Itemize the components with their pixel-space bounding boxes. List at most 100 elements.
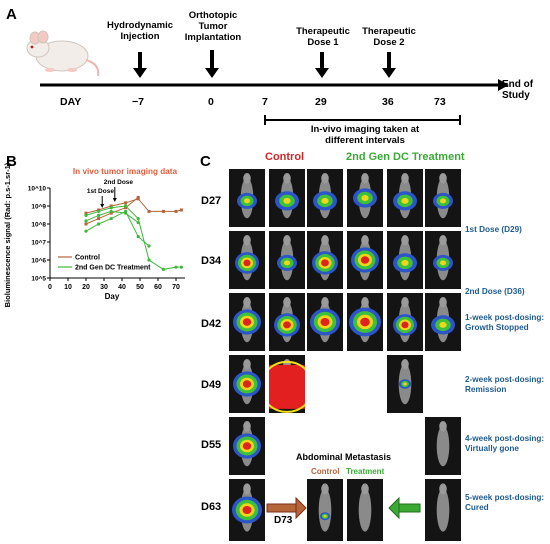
data-point bbox=[174, 265, 178, 269]
series-line bbox=[85, 210, 150, 247]
x-tick-label: 40 bbox=[118, 284, 126, 291]
data-point bbox=[109, 204, 113, 208]
panel-c-letter: C bbox=[200, 153, 211, 170]
data-point bbox=[147, 209, 151, 213]
mouse-imaging-thumbnail bbox=[306, 168, 344, 228]
mouse-silhouette-icon bbox=[433, 173, 453, 219]
mouse-silhouette-icon bbox=[398, 359, 412, 405]
chart-ylabel: Bioluminescence signal (Rad: p.s-1.sr-1) bbox=[3, 162, 12, 307]
event-label: Hydrodynamic Injection bbox=[107, 20, 173, 42]
mouse-imaging-thumbnail bbox=[268, 168, 306, 228]
mouse-silhouette-icon bbox=[433, 235, 453, 281]
data-point bbox=[97, 209, 101, 214]
data-point bbox=[84, 213, 88, 218]
chart-title: In vivo tumor imaging data bbox=[73, 167, 178, 176]
mouse-silhouette-icon bbox=[237, 173, 257, 219]
mouse-imaging-thumbnail bbox=[268, 354, 306, 414]
first-dose-annotation: 1st Dose bbox=[87, 188, 114, 195]
day-value: 7 bbox=[262, 96, 268, 108]
mouse-imaging-thumbnail bbox=[306, 292, 344, 352]
mouse-silhouette-icon bbox=[310, 297, 340, 343]
data-point bbox=[124, 201, 128, 205]
mouse-silhouette-icon bbox=[349, 297, 381, 343]
d73-label: D73 bbox=[274, 515, 293, 526]
data-point bbox=[124, 211, 128, 215]
mouse-imaging-thumbnail bbox=[228, 478, 266, 542]
mouse-silhouette-icon bbox=[431, 297, 455, 343]
mouse-imaging-thumbnail bbox=[228, 230, 266, 290]
mouse-imaging-thumbnail bbox=[228, 168, 266, 228]
data-point bbox=[109, 216, 113, 221]
mouse-silhouette-icon bbox=[233, 359, 261, 405]
x-tick-label: 30 bbox=[100, 284, 108, 291]
mouse-silhouette-icon bbox=[275, 173, 299, 219]
data-point bbox=[136, 220, 140, 225]
data-point bbox=[136, 216, 140, 221]
y-tick-label: 10^6 bbox=[31, 257, 46, 265]
data-point bbox=[161, 209, 165, 213]
metastasis-title: Abdominal Metastasis bbox=[296, 452, 392, 462]
x-tick-label: 60 bbox=[154, 284, 162, 291]
mouse-imaging-thumbnail bbox=[228, 292, 266, 352]
timeline bbox=[40, 50, 509, 125]
left-arrow-icon bbox=[388, 496, 421, 520]
x-tick-label: 10 bbox=[64, 284, 72, 291]
y-tick-label: 10^9 bbox=[31, 203, 46, 211]
timeline-arrowhead bbox=[498, 79, 509, 91]
mouse-imaging-thumbnail bbox=[424, 168, 462, 228]
mouse-silhouette-icon bbox=[233, 297, 261, 343]
data-point bbox=[136, 195, 140, 199]
data-point bbox=[84, 222, 88, 226]
mouse-imaging-thumbnail bbox=[424, 478, 462, 542]
mouse-imaging-thumbnail bbox=[268, 292, 306, 352]
mouse-imaging-thumbnail bbox=[228, 416, 266, 476]
note-week5: 5-week post-dosing: Cured bbox=[465, 493, 545, 512]
first-dose-marker bbox=[100, 204, 105, 208]
mouse-imaging-thumbnail bbox=[424, 292, 462, 352]
mouse-imaging-thumbnail bbox=[386, 292, 424, 352]
mouse-imaging-thumbnail bbox=[386, 354, 424, 414]
mouse-silhouette-icon bbox=[313, 173, 337, 219]
row-label-d27: D27 bbox=[201, 195, 222, 207]
data-point bbox=[136, 234, 140, 239]
mouse-icon bbox=[26, 30, 100, 77]
data-point bbox=[179, 208, 183, 212]
legend-label: 2nd Gen DC Treatment bbox=[75, 265, 151, 272]
data-point bbox=[147, 258, 151, 262]
mouse-imaging-thumbnail bbox=[386, 230, 424, 290]
row-label-d34: D34 bbox=[201, 255, 222, 267]
data-point bbox=[109, 209, 113, 214]
chart-xlabel: Day bbox=[105, 292, 120, 301]
event-label: Orthotopic Tumor Implantation bbox=[184, 10, 242, 43]
mouse-imaging-thumbnail bbox=[346, 168, 384, 228]
y-tick-label: 10^5 bbox=[31, 275, 46, 283]
data-point bbox=[109, 206, 113, 210]
mouse-silhouette-icon bbox=[312, 235, 338, 281]
mouse-silhouette-icon bbox=[436, 421, 450, 467]
mouse-silhouette-icon bbox=[393, 235, 417, 281]
legend-label: Control bbox=[75, 255, 100, 262]
mouse-imaging-thumbnail bbox=[386, 168, 424, 228]
data-point bbox=[84, 211, 88, 215]
mouse-imaging-thumbnail bbox=[268, 230, 306, 290]
note-week1: 1-week post-dosing: Growth Stopped bbox=[465, 313, 545, 332]
mouse-silhouette-icon bbox=[351, 235, 379, 281]
data-point bbox=[147, 244, 151, 248]
data-point bbox=[109, 211, 113, 215]
metastasis-treatment-label: Treatment bbox=[346, 467, 385, 476]
data-point bbox=[124, 204, 128, 208]
series-line bbox=[85, 205, 182, 270]
mouse-silhouette-icon bbox=[235, 235, 259, 281]
data-point bbox=[174, 209, 178, 213]
y-tick-label: 10^7 bbox=[31, 239, 46, 247]
x-tick-label: 0 bbox=[48, 284, 52, 291]
mouse-silhouette-icon bbox=[318, 483, 332, 532]
mouse-imaging-thumbnail bbox=[346, 292, 384, 352]
event-arrow bbox=[205, 50, 219, 78]
tumor-imaging-chart: In vivo tumor imaging data Bioluminescen… bbox=[3, 162, 185, 307]
data-point bbox=[84, 219, 88, 223]
day-value: 29 bbox=[315, 96, 327, 108]
x-tick-label: 50 bbox=[136, 284, 144, 291]
metastasis-control-label: Control bbox=[311, 467, 340, 476]
mouse-imaging-thumbnail bbox=[306, 230, 344, 290]
